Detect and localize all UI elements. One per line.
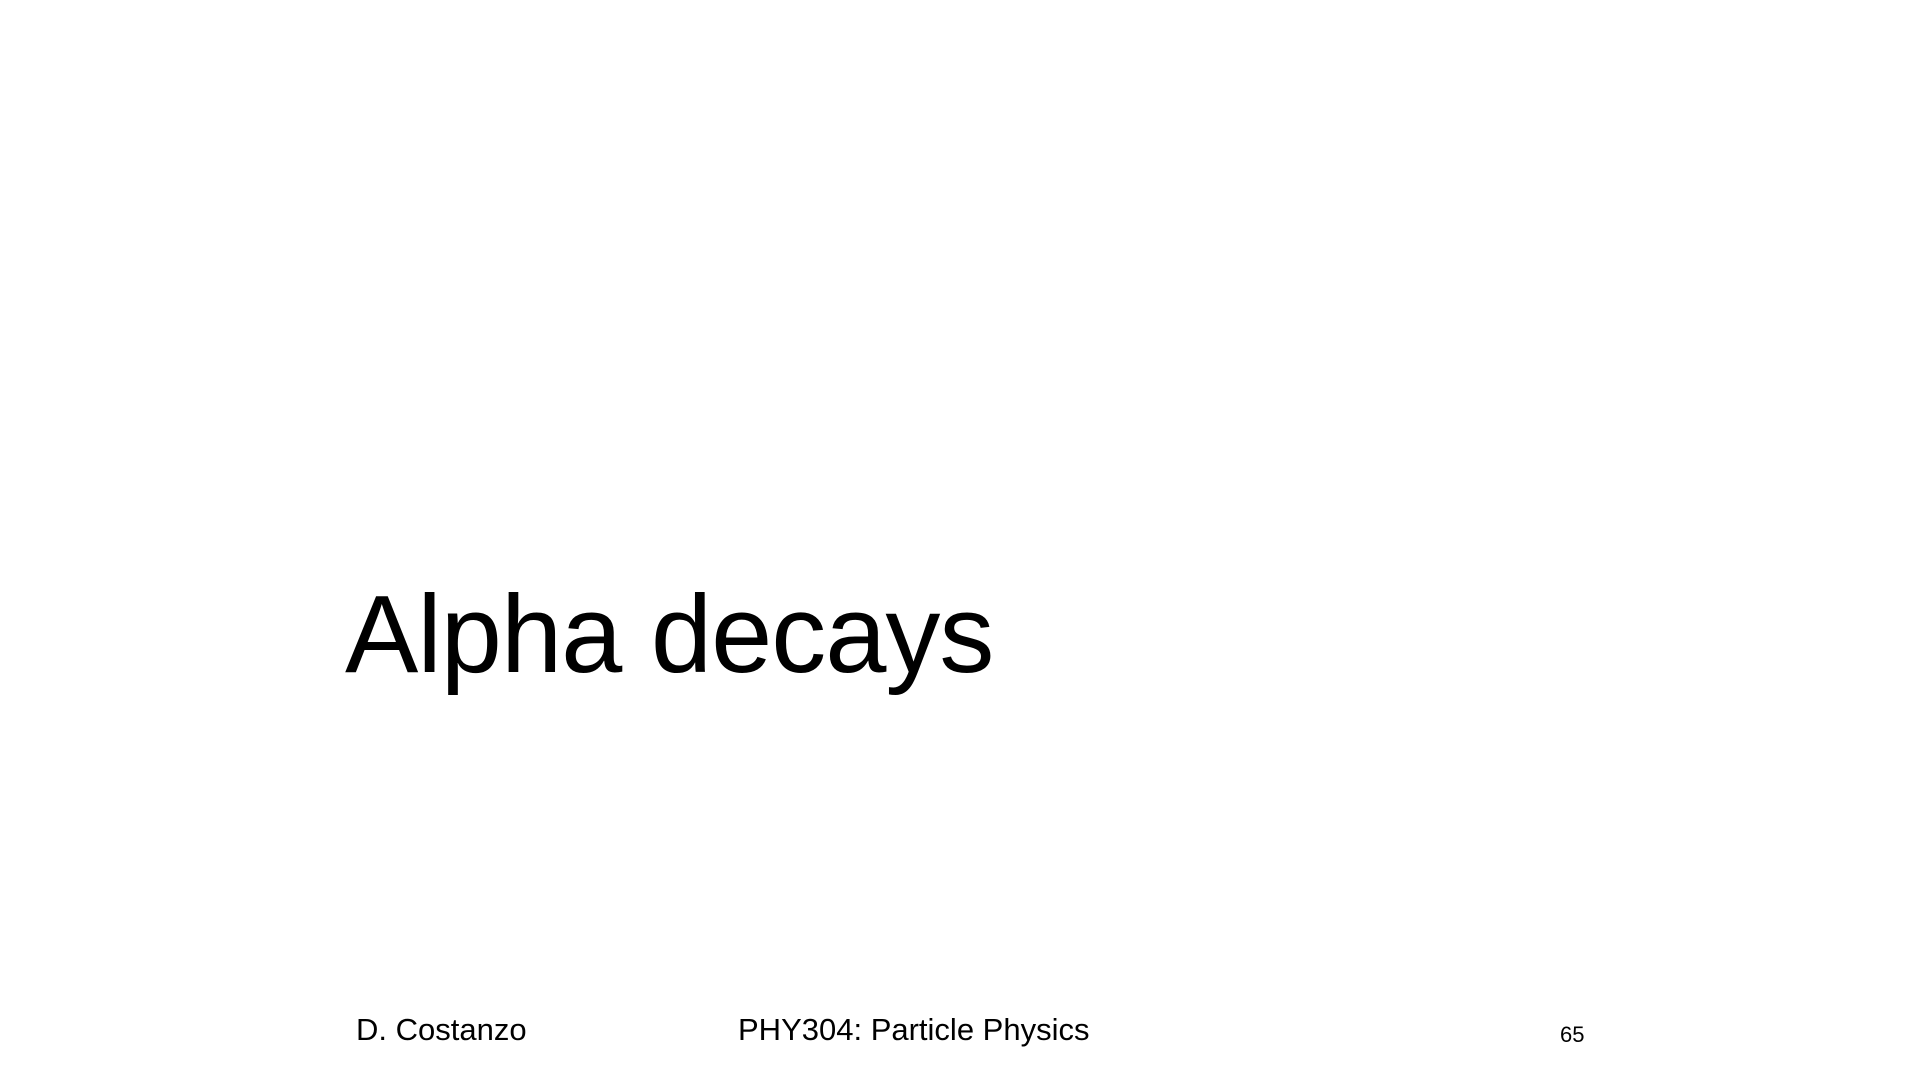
- footer-course: PHY304: Particle Physics: [738, 1012, 1090, 1047]
- footer-author: D. Costanzo: [356, 1012, 527, 1047]
- slide-title: Alpha decays: [345, 573, 994, 696]
- slide-number: 65: [1560, 1022, 1585, 1047]
